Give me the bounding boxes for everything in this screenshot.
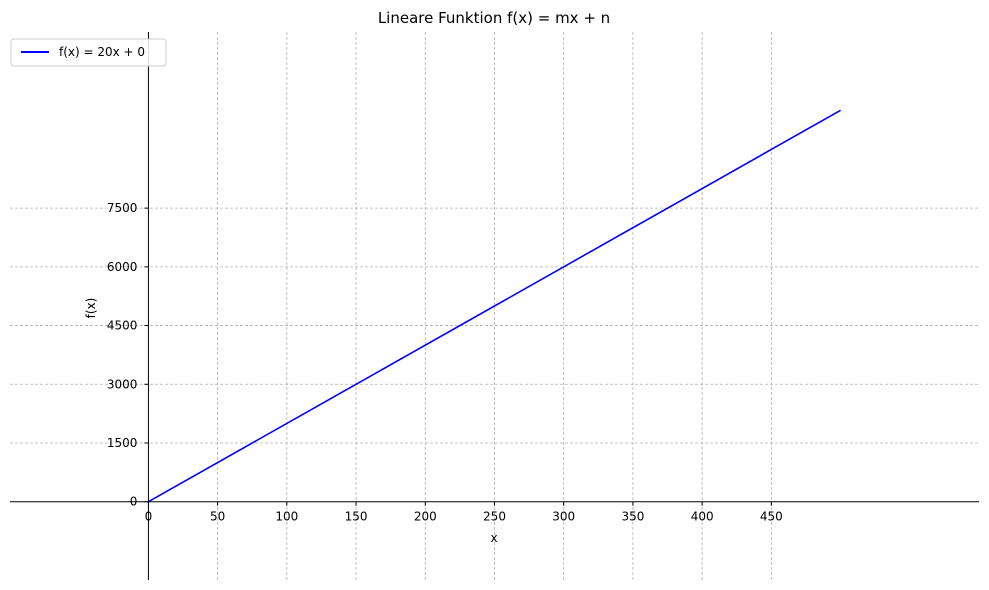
y-tick-label-4: 6000 xyxy=(107,260,138,274)
y-tick-label-2: 3000 xyxy=(107,377,138,391)
legend-label: f(x) = 20x + 0 xyxy=(59,45,145,59)
x-tick-label-7: 350 xyxy=(621,510,644,524)
x-tick-label-6: 300 xyxy=(552,510,575,524)
grid xyxy=(10,32,979,580)
x-tick-label-8: 400 xyxy=(691,510,714,524)
x-tick-labels: 0 50 100 150 200 250 300 350 400 450 xyxy=(145,501,783,524)
x-tick-label-5: 250 xyxy=(483,510,506,524)
y-tick-label-0: 0 xyxy=(130,495,138,509)
legend-box xyxy=(10,38,167,67)
y-tick-label-1: 1500 xyxy=(107,436,138,450)
x-axis-label: x xyxy=(490,531,497,545)
x-tick-label-2: 100 xyxy=(275,510,298,524)
x-tick-label-4: 200 xyxy=(414,510,437,524)
y-tick-label-5: 7500 xyxy=(107,201,138,215)
y-tick-label-3: 4500 xyxy=(107,319,138,333)
y-tick-labels: 0 1500 3000 4500 6000 7500 xyxy=(107,201,149,509)
series-line-0 xyxy=(148,109,841,503)
series-layer xyxy=(148,109,841,503)
x-tick-label-3: 150 xyxy=(345,510,368,524)
x-tick-label-1: 50 xyxy=(210,510,225,524)
x-tick-label-9: 450 xyxy=(760,510,783,524)
x-tick-label-0: 0 xyxy=(145,510,153,524)
chart-title: Lineare Funktion f(x) = mx + n xyxy=(378,9,610,27)
legend: f(x) = 20x + 0 xyxy=(10,38,167,67)
y-axis-label: f(x) xyxy=(84,298,98,319)
